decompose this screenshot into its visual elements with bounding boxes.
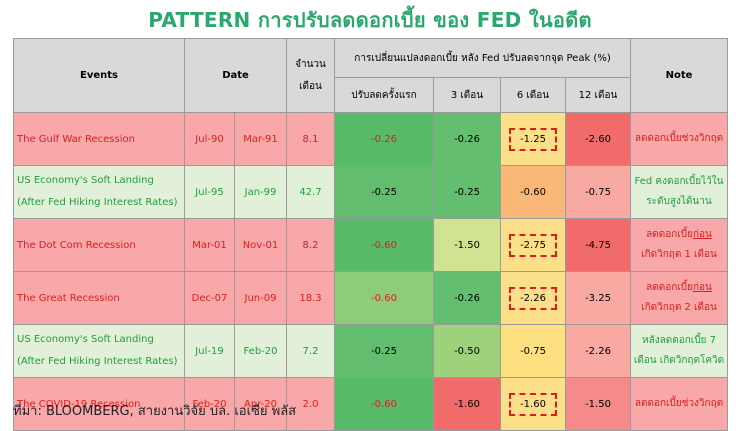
event-name: The Dot Com Recession [13,218,185,272]
m6-value: -0.60 [500,165,566,219]
end-date: Jan-99 [234,165,287,219]
header-first-cut: ปรับลดครั้งแรก [334,77,434,113]
header-change-group: การเปลี่ยนแปลงดอกเบี้ย หลัง Fed ปรับลดจา… [334,38,631,78]
table-row: US Economy's Soft Landing (After Fed Hiki… [13,324,728,378]
header-6m: 6 เดือน [500,77,566,113]
m3-value: -0.26 [433,271,501,325]
end-date: Nov-01 [234,218,287,272]
header-3m: 3 เดือน [433,77,501,113]
m6-value: -0.75 [500,324,566,378]
note-text: ลดดอกเบี้ยช่วงวิกฤต [630,112,728,166]
event-name: The Gulf War Recession [13,112,185,166]
header-note: Note [630,38,728,113]
event-name: US Economy's Soft Landing (After Fed Hiki… [13,324,185,378]
m3-value: -0.26 [433,112,501,166]
event-name: The Great Recession [13,271,185,325]
table-row: The Gulf War Recession Jul-90 Mar-91 8.1… [13,112,728,166]
months-value: 8.2 [286,218,335,272]
end-date: Feb-20 [234,324,287,378]
first-cut-value: -0.60 [334,218,434,272]
event-name: US Economy's Soft Landing (After Fed Hiki… [13,165,185,219]
fed-rate-cut-table: Events Date จำนวน เดือน การเปลี่ยนแปลงดอ… [13,38,728,431]
m12-value: -1.50 [565,377,631,431]
table-row: US Economy's Soft Landing (After Fed Hiki… [13,165,728,219]
note-text: ลดดอกเบี้ยช่วงวิกฤต [630,377,728,431]
note-text: หลังลดดอกเบี้ย 7 เดือน เกิดวิกฤตโควิด [630,324,728,378]
end-date: Mar-91 [234,112,287,166]
table-row: The Great Recession Dec-07 Jun-09 18.3 -… [13,271,728,325]
first-cut-value: -0.60 [334,271,434,325]
end-date: Jun-09 [234,271,287,325]
start-date: Jul-19 [184,324,235,378]
m12-value: -2.26 [565,324,631,378]
m6-value: -2.26 [500,271,566,325]
event-name: The COVID-19 Recession [13,377,185,431]
m3-value: -1.60 [433,377,501,431]
m12-value: -2.60 [565,112,631,166]
months-value: 8.1 [286,112,335,166]
m12-value: -0.75 [565,165,631,219]
table-row: The Dot Com Recession Mar-01 Nov-01 8.2 … [13,218,728,272]
months-value: 7.2 [286,324,335,378]
m3-value: -1.50 [433,218,501,272]
m3-value: -0.25 [433,165,501,219]
note-text: ลดดอกเบี้ยก่อน เกิดวิกฤต 2 เดือน [630,271,728,325]
m3-value: -0.50 [433,324,501,378]
header-date: Date [184,38,287,113]
m12-value: -3.25 [565,271,631,325]
m12-value: -4.75 [565,218,631,272]
months-value: 2.0 [286,377,335,431]
start-date: Jul-90 [184,112,235,166]
first-cut-value: -0.60 [334,377,434,431]
months-value: 18.3 [286,271,335,325]
header-12m: 12 เดือน [565,77,631,113]
start-date: Mar-01 [184,218,235,272]
note-text: ลดดอกเบี้ยก่อน เกิดวิกฤต 1 เดือน [630,218,728,272]
first-cut-value: -0.26 [334,112,434,166]
first-cut-value: -0.25 [334,324,434,378]
note-text: Fed คงดอกเบี้ยไว้ใน ระดับสูงได้นาน [630,165,728,219]
m6-value: -2.75 [500,218,566,272]
header-months: จำนวน เดือน [286,38,335,113]
table-row: The COVID-19 Recession Feb-20 Apr-20 2.0… [13,377,728,431]
months-value: 42.7 [286,165,335,219]
end-date: Apr-20 [234,377,287,431]
header-events: Events [13,38,185,113]
page-title: PATTERN การปรับลดดอกเบี้ย ของ FED ในอดีต [148,8,592,32]
start-date: Dec-07 [184,271,235,325]
source-note: ที่มา: BLOOMBERG, สายงานวิจัย บล. เอเซีย… [13,404,297,419]
m6-value: -1.60 [500,377,566,431]
start-date: Jul-95 [184,165,235,219]
m6-value: -1.25 [500,112,566,166]
first-cut-value: -0.25 [334,165,434,219]
